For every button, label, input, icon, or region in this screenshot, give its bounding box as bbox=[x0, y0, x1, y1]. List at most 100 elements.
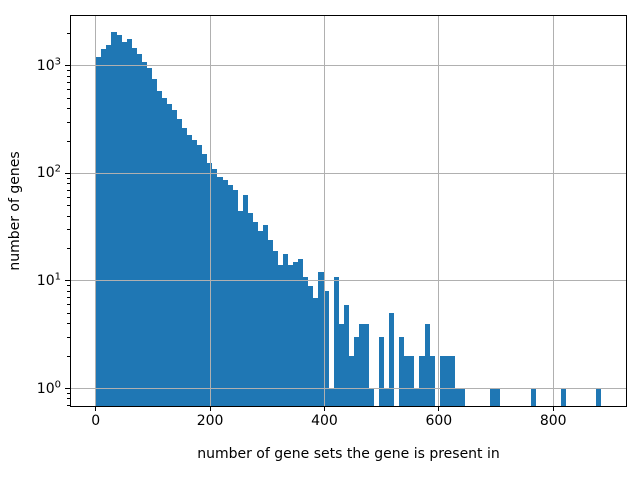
y-minor-tick-mark bbox=[67, 177, 70, 179]
x-tick-mark bbox=[552, 407, 554, 411]
y-minor-tick-mark bbox=[67, 75, 70, 77]
y-gridline bbox=[70, 388, 627, 390]
y-gridline bbox=[70, 280, 627, 282]
x-tick-mark bbox=[438, 407, 440, 411]
y-minor-tick-mark bbox=[67, 82, 70, 84]
histogram-bar bbox=[212, 168, 217, 407]
histogram-bar bbox=[404, 356, 409, 407]
plot-area: 0 200 400 600 800 100 101 102 103 bbox=[37, 15, 627, 429]
y-minor-tick-mark bbox=[67, 336, 70, 338]
y-minor-tick-mark bbox=[67, 248, 70, 250]
x-axis-label: number of gene sets the gene is present … bbox=[197, 446, 500, 462]
histogram-bar bbox=[324, 291, 329, 407]
y-tick-mark bbox=[65, 388, 70, 390]
histogram-bar bbox=[349, 356, 354, 407]
histogram-bar bbox=[298, 259, 303, 407]
y-minor-tick-mark bbox=[67, 108, 70, 110]
histogram-bar bbox=[359, 323, 364, 407]
x-tick-label: 400 bbox=[311, 413, 338, 429]
histogram-bar bbox=[389, 313, 394, 407]
x-tick-mark bbox=[209, 407, 211, 411]
histogram-bar bbox=[308, 285, 313, 407]
histogram-bar bbox=[238, 210, 243, 407]
histogram-bar bbox=[531, 388, 536, 407]
histogram-bar bbox=[293, 262, 298, 407]
histogram-bar bbox=[495, 388, 500, 407]
y-minor-tick-mark bbox=[67, 297, 70, 299]
histogram-bar bbox=[187, 134, 192, 407]
histogram-bar bbox=[137, 54, 142, 407]
histogram-bar bbox=[283, 253, 288, 407]
histogram-bar bbox=[253, 222, 258, 407]
histogram-bar bbox=[430, 356, 435, 407]
y-minor-tick-mark bbox=[67, 32, 70, 34]
y-gridline bbox=[70, 65, 627, 67]
histogram-bar bbox=[263, 225, 268, 407]
histogram-bar bbox=[384, 388, 389, 407]
histogram-bar bbox=[313, 297, 318, 407]
histogram-bar bbox=[364, 323, 369, 407]
x-tick-label: 200 bbox=[196, 413, 224, 429]
histogram-bar bbox=[425, 323, 430, 407]
histogram-bar bbox=[117, 35, 122, 407]
y-minor-tick-mark bbox=[67, 140, 70, 142]
x-tick-mark bbox=[323, 407, 325, 411]
x-gridline bbox=[323, 15, 325, 407]
y-tick-mark bbox=[65, 280, 70, 282]
histogram-bar bbox=[596, 388, 601, 407]
histogram-bar bbox=[142, 61, 147, 407]
histogram-bar bbox=[122, 41, 127, 407]
x-gridline bbox=[209, 15, 211, 407]
histogram-bar bbox=[132, 47, 137, 407]
histogram-bar bbox=[419, 356, 425, 407]
histogram-bar bbox=[354, 337, 359, 407]
histogram-bar bbox=[561, 388, 566, 407]
histogram-bar bbox=[127, 38, 132, 407]
y-minor-tick-mark bbox=[67, 404, 70, 406]
y-tick-exponent: 1 bbox=[54, 271, 61, 283]
y-minor-tick-mark bbox=[67, 229, 70, 231]
y-tick-mark bbox=[65, 65, 70, 67]
histogram-bar bbox=[162, 98, 167, 407]
y-tick-label: 102 bbox=[36, 163, 61, 182]
x-tick-label: 600 bbox=[425, 413, 453, 429]
x-gridline bbox=[552, 15, 554, 407]
histogram-bar bbox=[344, 304, 349, 407]
y-minor-tick-mark bbox=[67, 290, 70, 292]
y-tick-label: 103 bbox=[36, 56, 61, 74]
histogram-bar bbox=[167, 104, 172, 407]
y-minor-tick-mark bbox=[67, 205, 70, 207]
histogram-bar bbox=[197, 144, 202, 407]
x-gridline bbox=[95, 15, 97, 407]
histogram-bar bbox=[318, 272, 324, 407]
y-minor-tick-mark bbox=[67, 392, 70, 394]
histogram-bar bbox=[303, 276, 308, 407]
y-minor-tick-mark bbox=[67, 196, 70, 198]
y-minor-tick-mark bbox=[67, 355, 70, 357]
histogram-bar bbox=[106, 45, 111, 407]
histogram-bar bbox=[460, 388, 465, 407]
y-minor-tick-mark bbox=[67, 312, 70, 314]
y-minor-tick-mark bbox=[67, 398, 70, 400]
x-tick-mark bbox=[95, 407, 97, 411]
y-minor-tick-mark bbox=[67, 89, 70, 91]
histogram-bar bbox=[228, 185, 233, 407]
histogram-bar bbox=[414, 388, 419, 407]
y-tick-exponent: 0 bbox=[54, 378, 61, 390]
histogram-bar bbox=[455, 388, 460, 407]
histogram-bar bbox=[409, 356, 414, 407]
y-minor-tick-mark bbox=[67, 70, 70, 72]
histogram-bar bbox=[248, 212, 253, 407]
x-tick-label: 800 bbox=[539, 413, 567, 429]
histogram-bar bbox=[172, 110, 177, 407]
histogram-bar bbox=[101, 49, 106, 407]
y-minor-tick-mark bbox=[67, 121, 70, 123]
y-tick-mark bbox=[65, 172, 70, 174]
histogram-bar bbox=[152, 78, 157, 407]
histogram-bar bbox=[157, 91, 162, 407]
y-minor-tick-mark bbox=[67, 189, 70, 191]
x-tick-label: 0 bbox=[91, 413, 101, 429]
histogram-bar bbox=[329, 388, 334, 407]
histogram-bar bbox=[268, 240, 273, 407]
histogram-bar bbox=[399, 337, 404, 407]
